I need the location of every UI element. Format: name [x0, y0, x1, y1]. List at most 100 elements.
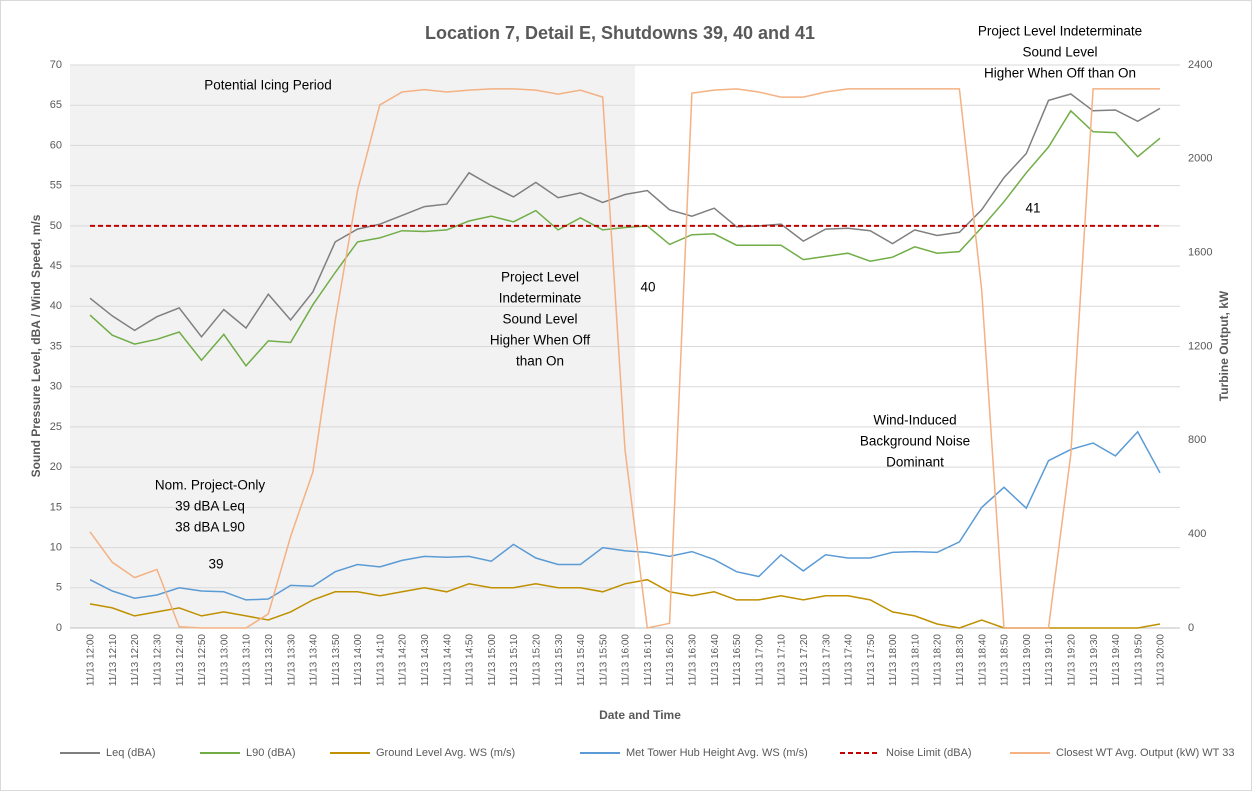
annotation: 41	[1025, 201, 1040, 216]
y2-tick-label: 1200	[1188, 340, 1212, 352]
x-tick-label: 11/13 16:20	[665, 634, 676, 687]
y-axis-title: Sound Pressure Level, dBA / Wind Speed, …	[29, 214, 43, 477]
x-tick-label: 11/13 19:40	[1111, 634, 1122, 687]
x-tick-label: 11/13 16:50	[732, 634, 743, 687]
x-tick-label: 11/13 19:20	[1066, 634, 1077, 687]
x-tick-label: 11/13 18:20	[933, 634, 944, 687]
x-tick-label: 11/13 17:40	[844, 634, 855, 687]
annotation: 39	[208, 557, 223, 572]
y2-tick-label: 800	[1188, 434, 1206, 446]
annotation: Higher When Off than On	[984, 66, 1136, 81]
y-tick-label: 15	[50, 501, 62, 513]
x-tick-label: 11/13 17:00	[754, 634, 765, 687]
x-tick-label: 11/13 18:50	[1000, 634, 1011, 687]
annotation: Indeterminate	[499, 291, 582, 306]
y-tick-label: 20	[50, 461, 62, 473]
x-tick-label: 11/13 15:30	[554, 634, 565, 687]
annotation: Project Level	[501, 270, 579, 285]
annotation: Project Level Indeterminate	[978, 24, 1142, 39]
x-tick-label: 11/13 15:00	[487, 634, 498, 687]
y-tick-label: 0	[56, 622, 62, 634]
x-tick-label: 11/13 15:20	[531, 634, 542, 687]
y2-axis-title: Turbine Output, kW	[1217, 290, 1231, 401]
x-tick-label: 11/13 16:40	[710, 634, 721, 687]
y-tick-label: 35	[50, 340, 62, 352]
y-tick-label: 25	[50, 421, 62, 433]
x-tick-label: 11/13 17:20	[799, 634, 810, 687]
x-tick-label: 11/13 19:30	[1089, 634, 1100, 687]
x-tick-label: 11/13 13:50	[331, 634, 342, 687]
x-tick-label: 11/13 17:10	[777, 634, 788, 687]
y2-tick-label: 1600	[1188, 247, 1212, 259]
legend-label: Ground Level Avg. WS (m/s)	[376, 747, 515, 759]
x-tick-label: 11/13 12:00	[86, 634, 97, 687]
x-tick-label: 11/13 12:40	[175, 634, 186, 687]
annotation: Sound Level	[1022, 45, 1097, 60]
x-tick-label: 11/13 13:10	[242, 634, 253, 687]
annotation: 38 dBA L90	[175, 520, 245, 535]
series-line	[89, 93, 1161, 339]
x-tick-label: 11/13 12:10	[108, 634, 119, 687]
x-tick-label: 11/13 14:10	[375, 634, 386, 687]
series-line	[89, 430, 1161, 601]
x-tick-label: 11/13 14:20	[398, 634, 409, 687]
x-tick-label: 11/13 14:00	[353, 634, 364, 687]
x-tick-label: 11/13 17:30	[821, 634, 832, 687]
x-tick-label: 11/13 19:10	[1044, 634, 1055, 687]
x-tick-label: 11/13 14:40	[442, 634, 453, 687]
x-tick-label: 11/13 12:30	[153, 634, 164, 687]
x-axis-title: Date and Time	[599, 708, 681, 722]
series-line	[89, 578, 1161, 629]
y-tick-label: 45	[50, 260, 62, 272]
legend-label: Closest WT Avg. Output (kW) WT 33	[1056, 747, 1235, 759]
y2-tick-label: 2400	[1188, 59, 1212, 71]
annotation: Sound Level	[502, 312, 577, 327]
y-tick-label: 60	[50, 139, 62, 151]
x-tick-label: 11/13 20:00	[1156, 634, 1167, 687]
annotation: 40	[640, 280, 655, 295]
annotation: Background Noise	[860, 434, 970, 449]
legend-label: Met Tower Hub Height Avg. WS (m/s)	[626, 747, 808, 759]
x-tick-label: 11/13 18:40	[977, 634, 988, 687]
annotation: Potential Icing Period	[204, 78, 332, 93]
x-tick-label: 11/13 15:10	[509, 634, 520, 687]
chart-title: Location 7, Detail E, Shutdowns 39, 40 a…	[425, 23, 815, 43]
x-tick-label: 11/13 13:30	[286, 634, 297, 687]
y2-tick-label: 400	[1188, 528, 1206, 540]
y-tick-label: 65	[50, 99, 62, 111]
x-tick-label: 11/13 18:10	[910, 634, 921, 687]
x-tick-label: 11/13 15:50	[598, 634, 609, 687]
series-line	[89, 109, 1161, 368]
y-tick-label: 50	[50, 220, 62, 232]
y-tick-label: 40	[50, 300, 62, 312]
y-tick-label: 70	[50, 59, 62, 71]
x-tick-label: 11/13 18:00	[888, 634, 899, 687]
annotation: Wind-Induced	[873, 413, 956, 428]
annotation: Nom. Project-Only	[155, 478, 266, 493]
x-tick-label: 11/13 14:50	[465, 634, 476, 687]
x-tick-label: 11/13 19:00	[1022, 634, 1033, 687]
x-tick-label: 11/13 15:40	[576, 634, 587, 687]
x-tick-label: 11/13 16:30	[688, 634, 699, 687]
x-tick-label: 11/13 18:30	[955, 634, 966, 687]
x-tick-label: 11/13 16:10	[643, 634, 654, 687]
series-line	[89, 88, 1160, 629]
x-tick-label: 11/13 16:00	[621, 634, 632, 687]
x-tick-label: 11/13 13:00	[219, 634, 230, 687]
x-tick-label: 11/13 12:50	[197, 634, 208, 687]
x-tick-label: 11/13 13:20	[264, 634, 275, 687]
annotation: than On	[516, 354, 564, 369]
x-tick-label: 11/13 13:40	[309, 634, 320, 687]
x-tick-label: 11/13 17:50	[866, 634, 877, 687]
x-tick-label: 11/13 12:20	[130, 634, 141, 687]
x-tick-label: 11/13 14:30	[420, 634, 431, 687]
x-tick-label: 11/13 19:50	[1133, 634, 1144, 687]
y-tick-label: 30	[50, 381, 62, 393]
legend-label: Leq (dBA)	[106, 747, 156, 759]
legend-label: L90 (dBA)	[246, 747, 296, 759]
y-tick-label: 55	[50, 180, 62, 192]
legend-label: Noise Limit (dBA)	[886, 747, 972, 759]
y2-tick-label: 2000	[1188, 153, 1212, 165]
y2-tick-label: 0	[1188, 622, 1194, 634]
